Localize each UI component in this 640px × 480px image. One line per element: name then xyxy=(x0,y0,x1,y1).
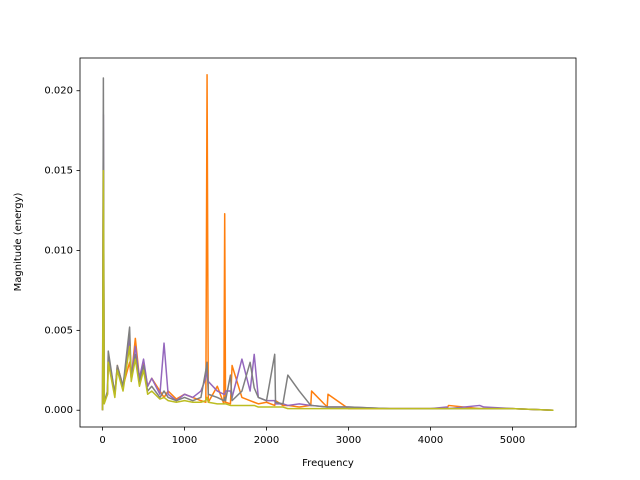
axes-frame xyxy=(79,57,577,428)
x-tick-label: 0 xyxy=(99,435,105,446)
spectrum-line xyxy=(101,169,554,411)
y-axis-label: Magnitude (energy) xyxy=(13,193,24,292)
y-tick-label: 0.020 xyxy=(44,86,73,97)
y-tick-label: 0.010 xyxy=(44,245,73,256)
spectrum-line xyxy=(101,113,554,411)
spectrum-line xyxy=(101,77,554,411)
x-tick-label: 3000 xyxy=(336,435,361,446)
y-tick-label: 0.000 xyxy=(44,405,73,416)
x-tick-label: 2000 xyxy=(254,435,279,446)
spectrum-line xyxy=(101,74,554,411)
x-tick-label: 5000 xyxy=(500,435,525,446)
y-tick-label: 0.015 xyxy=(44,166,73,177)
plot-area xyxy=(101,74,554,411)
y-tick-label: 0.005 xyxy=(44,325,73,336)
x-axis-label: Frequency xyxy=(302,458,354,469)
x-tick-label: 4000 xyxy=(418,435,443,446)
x-tick-label: 1000 xyxy=(172,435,197,446)
